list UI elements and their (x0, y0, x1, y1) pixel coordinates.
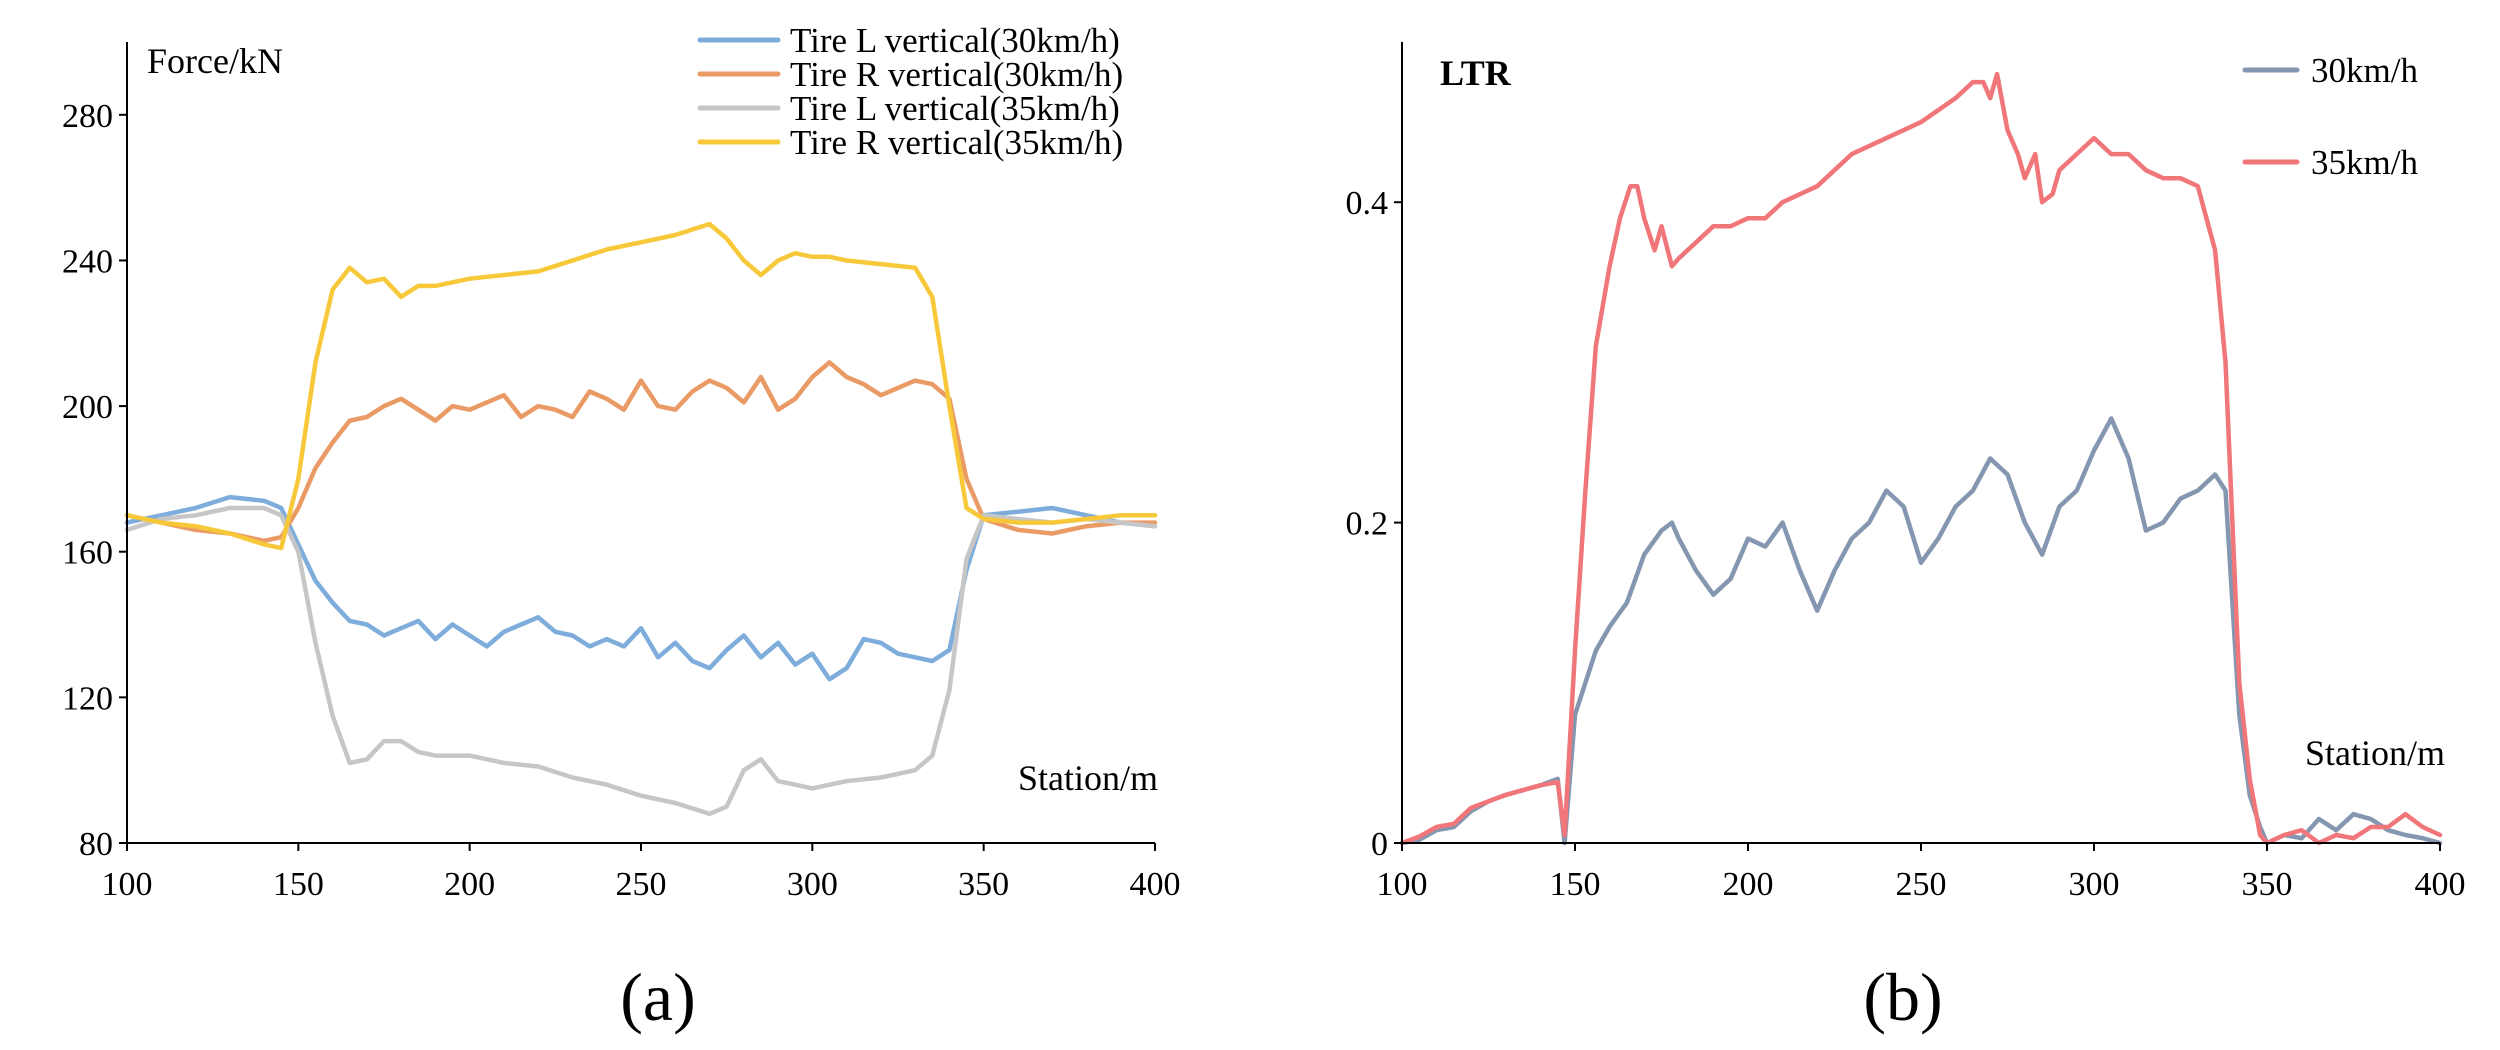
chart-a-y-tick-label-4: 240 (62, 243, 113, 280)
chart-b-x-tick-label-5: 350 (2242, 866, 2293, 903)
chart-a-legend-label-2: Tire L vertical(35km/h) (790, 89, 1120, 128)
chart-a-x-tick-label-1: 150 (273, 866, 324, 903)
chart-a-legend-label-0: Tire L vertical(30km/h) (790, 21, 1120, 60)
chart-a-x-tick-label-3: 250 (616, 866, 667, 903)
chart-a-series-line-2 (124, 505, 1158, 817)
chart-a-x-ticks: 100 150 200 250 300 350 400 (102, 843, 1181, 903)
chart-a-y-tick-label-0: 80 (79, 826, 113, 863)
chart-a-series-line-0 (124, 494, 1158, 682)
chart-b-y-ticks: 0 0.2 0.4 (1346, 185, 1402, 863)
chart-b-y-tick-label-2: 0.4 (1346, 185, 1389, 222)
chart-b-x-tick-label-1: 150 (1550, 866, 1601, 903)
chart-a-axes (126, 42, 1155, 844)
chart-b-legend-label-1: 35km/h (2311, 143, 2418, 182)
chart-a-x-tick-label-2: 200 (444, 866, 495, 903)
chart-a-panel-label: (a) (620, 959, 695, 1035)
chart-b-legend: 30km/h 35km/h (2242, 51, 2418, 182)
chart-b-y-tick-label-0: 0 (1371, 826, 1388, 863)
chart-a: 100 150 200 250 300 350 400 80120160200240280 … (62, 21, 1181, 1035)
chart-b-x-tick-label-3: 250 (1896, 866, 1947, 903)
chart-b-series-line-0 (1399, 416, 2443, 846)
chart-a-ylabel: Force/kN (147, 41, 283, 81)
chart-a-x-tick-label-6: 400 (1130, 866, 1181, 903)
chart-b-series-group (1399, 71, 2443, 846)
chart-b-y-tick-label-1: 0.2 (1346, 506, 1389, 543)
chart-a-series-group (124, 221, 1158, 817)
chart-a-series-line-3 (124, 221, 1158, 551)
chart-a-x-tick-label-0: 100 (102, 866, 153, 903)
chart-a-legend: Tire L vertical(30km/h)Tire R vertical(3… (697, 21, 1123, 162)
chart-b-x-ticks: 100 150 200 250 300 350 400 (1377, 843, 2466, 903)
chart-b-x-tick-label-0: 100 (1377, 866, 1428, 903)
chart-a-y-tick-label-1: 120 (62, 680, 113, 717)
chart-b-xlabel: Station/m (2305, 733, 2445, 773)
chart-b-legend-label-0: 30km/h (2311, 51, 2418, 90)
chart-a-y-tick-label-5: 280 (62, 98, 113, 135)
chart-a-x-tick-label-4: 300 (787, 866, 838, 903)
chart-a-y-tick-label-2: 160 (62, 535, 113, 572)
chart-a-y-ticks: 80 120 160 200 240 280 (62, 98, 127, 863)
chart-b-x-tick-label-4: 300 (2069, 866, 2120, 903)
chart-a-x-tick-label-5: 350 (958, 866, 1009, 903)
chart-b-x-tick-label-2: 200 (1723, 866, 1774, 903)
chart-b-ylabel: LTR (1440, 53, 1512, 93)
chart-a-legend-label-1: Tire R vertical(30km/h) (790, 55, 1123, 94)
chart-b-series-line-1 (1399, 71, 2443, 846)
chart-a-y-tick-label-3: 200 (62, 389, 113, 426)
chart-a-series-line-1 (124, 360, 1158, 544)
chart-a-xlabel: Station/m (1018, 758, 1158, 798)
chart-b-panel-label: (b) (1863, 959, 1942, 1035)
chart-b-x-tick-label-6: 400 (2415, 866, 2466, 903)
chart-b: 100 150 200 250 300 350 400 0 0.2 0.4 LTR Statio… (1346, 42, 2466, 1035)
chart-a-legend-label-3: Tire R vertical(35km/h) (790, 123, 1123, 162)
